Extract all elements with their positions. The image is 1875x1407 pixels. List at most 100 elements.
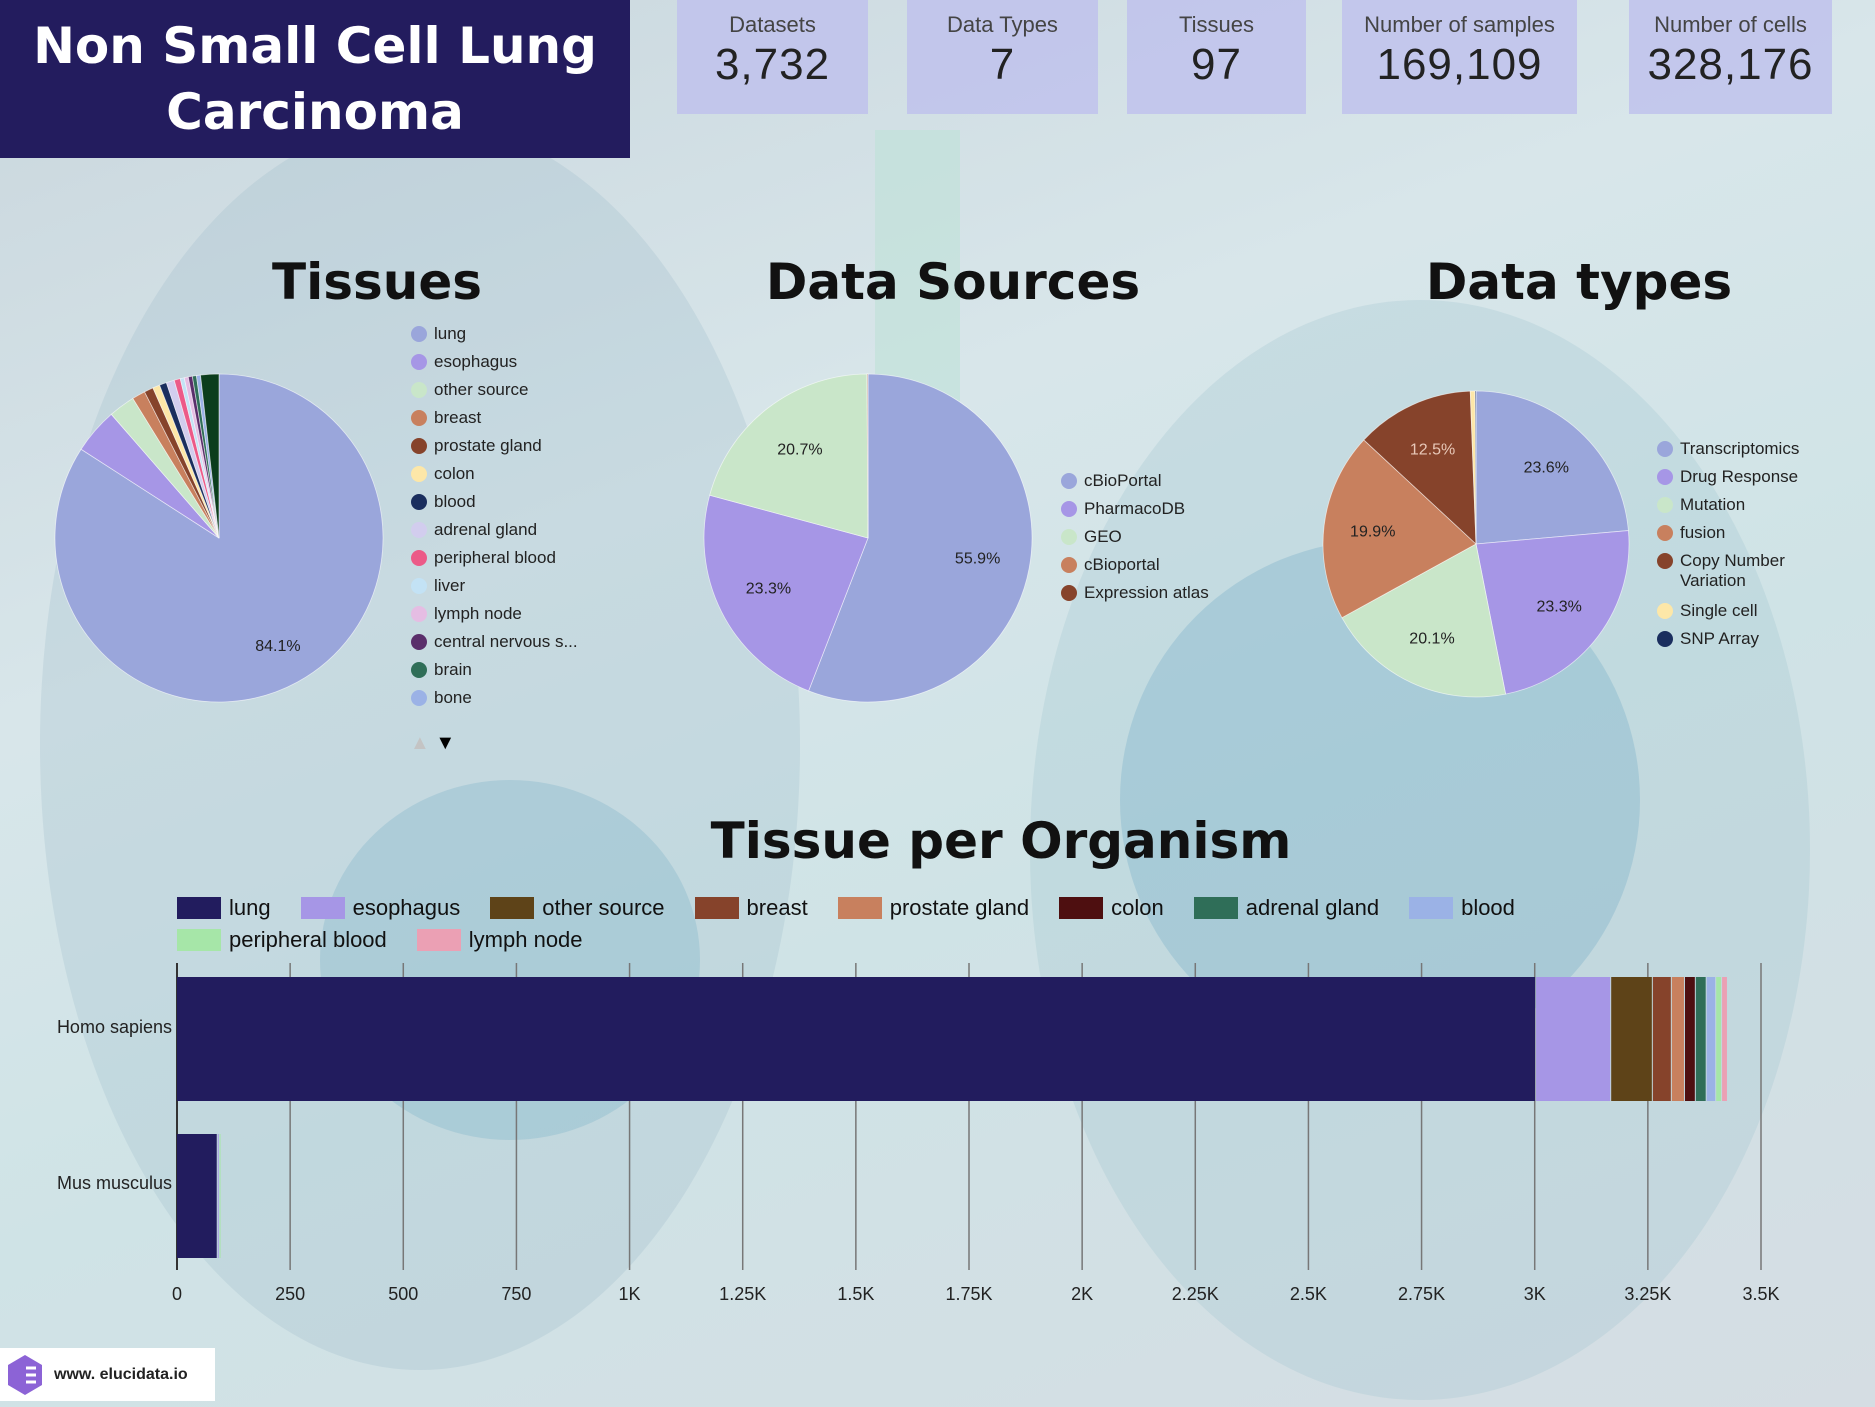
stat-value: 328,176 — [1647, 40, 1814, 89]
legend-item[interactable]: adrenal gland — [411, 520, 578, 548]
legend-label: brain — [434, 660, 472, 679]
pie-slice[interactable] — [709, 373, 869, 539]
pie-slice[interactable] — [1475, 390, 1629, 545]
legend-item[interactable]: Expression atlas — [1061, 583, 1209, 611]
legend-swatch-icon — [694, 897, 739, 919]
pie-slice[interactable] — [867, 373, 869, 539]
legend-label: GEO — [1084, 527, 1122, 546]
legend-item[interactable]: lung — [177, 895, 271, 920]
stat-label: Number of samples — [1364, 12, 1555, 37]
legend-label: cBioPortal — [1084, 471, 1162, 490]
legend-label: breast — [434, 408, 482, 427]
legend-item[interactable]: Single cell — [1657, 601, 1800, 629]
legend-item[interactable]: lymph node — [411, 604, 578, 632]
bar-segment[interactable] — [1684, 977, 1695, 1101]
legend-item[interactable]: fusion — [1657, 523, 1800, 551]
pie-slice[interactable] — [200, 373, 220, 539]
bar-segment[interactable] — [177, 1134, 217, 1258]
legend-item[interactable]: esophagus — [411, 352, 578, 380]
stat-card-samples: Number of samples 169,109 — [1342, 0, 1577, 114]
legend-label: cBioportal — [1084, 555, 1160, 574]
tissues-legend: lung esophagus other source breast prostate … — [411, 324, 578, 716]
pie-slice[interactable] — [1363, 390, 1477, 545]
x-tick-label: 250 — [275, 1284, 306, 1304]
legend-item[interactable]: PharmacoDB — [1061, 499, 1209, 527]
legend-item[interactable]: brain — [411, 660, 578, 688]
legend-item[interactable]: breast — [411, 408, 578, 436]
legend-label: esophagus — [434, 352, 518, 371]
legend-swatch-icon — [1059, 897, 1104, 919]
pie-slice[interactable] — [1474, 390, 1477, 545]
bar-segment[interactable] — [217, 1134, 219, 1258]
legend-item[interactable]: cBioportal — [1061, 555, 1209, 583]
legend-item[interactable]: Transcriptomics — [1657, 439, 1800, 467]
pie-slice[interactable] — [703, 494, 869, 692]
bar-chart-title: Tissue per Organism — [710, 812, 1292, 870]
legend-label: peripheral blood — [229, 927, 387, 952]
legend-label: Expression atlas — [1084, 583, 1209, 602]
legend-item[interactable]: Drug Response — [1657, 467, 1800, 495]
legend-swatch-icon — [300, 897, 345, 919]
x-tick-label: 2.5K — [1289, 1284, 1327, 1304]
legend-item[interactable]: prostate gland — [837, 895, 1029, 920]
legend-swatch-icon — [1657, 441, 1673, 457]
legend-page-up-button[interactable]: ▲ — [410, 732, 430, 754]
stat-label: Data Types — [947, 12, 1058, 37]
legend-item[interactable]: blood — [1409, 895, 1515, 920]
legend-item[interactable]: peripheral blood — [411, 548, 578, 576]
legend-item[interactable]: esophagus — [300, 895, 460, 920]
legend-label: colon — [434, 464, 475, 483]
bar-segment[interactable] — [1611, 977, 1652, 1101]
legend-item[interactable]: central nervous s... — [411, 632, 578, 660]
legend-swatch-icon — [1657, 631, 1673, 647]
bar-segment[interactable] — [1716, 977, 1722, 1101]
bar-segment[interactable] — [1706, 977, 1716, 1101]
page-title: Non Small Cell Lung Carcinoma — [0, 0, 630, 158]
legend-swatch-icon — [411, 494, 427, 510]
legend-swatch-icon — [1657, 497, 1673, 513]
legend-swatch-icon — [177, 897, 221, 919]
legend-item[interactable]: Copy Number Variation — [1657, 551, 1800, 601]
legend-item[interactable]: cBioPortal — [1061, 471, 1209, 499]
legend-item[interactable]: Mutation — [1657, 495, 1800, 523]
legend-page-down-button[interactable]: ▼ — [435, 732, 456, 754]
legend-swatch-icon — [1061, 585, 1077, 601]
legend-label: Mutation — [1680, 495, 1746, 514]
legend-swatch-icon — [411, 522, 427, 538]
elucidata-logo[interactable]: www. elucidata.io — [0, 1348, 215, 1401]
bar-segment[interactable] — [177, 977, 1536, 1101]
legend-item[interactable]: other source — [411, 380, 578, 408]
pie-slice[interactable] — [1475, 530, 1630, 695]
bar-segment[interactable] — [1695, 977, 1706, 1101]
stat-card-data-types: Data Types 7 — [907, 0, 1098, 114]
legend-item[interactable]: adrenal gland — [1193, 895, 1379, 920]
legend-item[interactable]: other source — [490, 895, 665, 920]
legend-item[interactable]: colon — [1059, 895, 1164, 920]
bar-segment[interactable] — [219, 1134, 221, 1258]
legend-item[interactable]: prostate gland — [411, 436, 578, 464]
bar-segment[interactable] — [1671, 977, 1684, 1101]
data-sources-chart-title: Data Sources — [765, 253, 1141, 311]
pie-slice[interactable] — [1341, 543, 1507, 698]
x-tick-label: 750 — [501, 1284, 532, 1304]
legend-item[interactable]: peripheral blood — [177, 927, 387, 952]
bar-segment[interactable] — [1722, 977, 1727, 1101]
pie-slice[interactable] — [808, 373, 1033, 703]
legend-item[interactable]: breast — [694, 895, 808, 920]
slice-label: 20.1% — [1409, 630, 1454, 647]
legend-item[interactable]: bone — [411, 688, 578, 716]
stat-value: 97 — [1191, 40, 1242, 89]
legend-item[interactable]: lymph node — [416, 927, 583, 952]
legend-item[interactable]: colon — [411, 464, 578, 492]
bar-segment[interactable] — [1536, 977, 1611, 1101]
stat-value: 7 — [989, 40, 1016, 89]
legend-item[interactable]: GEO — [1061, 527, 1209, 555]
slice-label: 12.5% — [1410, 441, 1455, 458]
legend-item[interactable]: blood — [411, 492, 578, 520]
legend-item[interactable]: liver — [411, 576, 578, 604]
pie-slice[interactable] — [1322, 439, 1477, 619]
legend-item[interactable]: lung — [411, 324, 578, 352]
legend-item[interactable]: SNP Array — [1657, 629, 1800, 657]
bar-segment[interactable] — [1652, 977, 1671, 1101]
